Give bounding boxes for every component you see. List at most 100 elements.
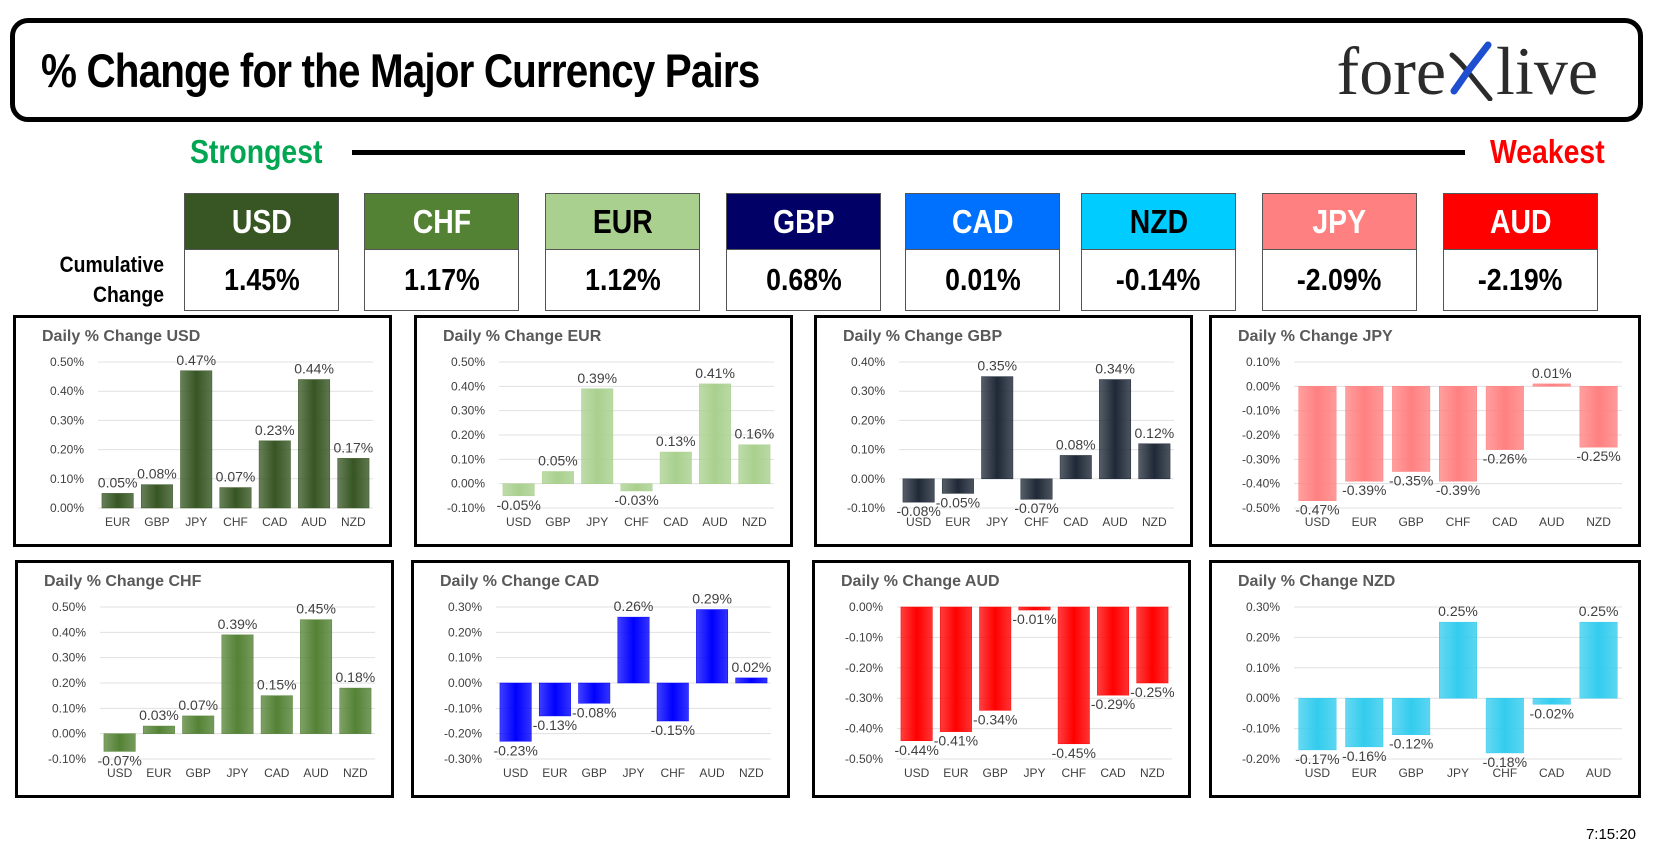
x-tick-label: USD [904, 766, 930, 780]
bar-usd [502, 483, 535, 497]
bar-aud [1579, 621, 1618, 699]
y-tick-label: 0.30% [451, 404, 485, 418]
chart-title: Daily % Change USD [42, 328, 201, 345]
x-tick-label: JPY [622, 766, 644, 780]
x-tick-label: GBP [1398, 515, 1423, 529]
currency-tile-name: CHF [365, 194, 518, 250]
bar-nzd [339, 687, 372, 734]
x-tick-label: GBP [1398, 766, 1423, 780]
currency-code: EUR [592, 202, 653, 240]
strongest-label: Strongest [190, 133, 323, 170]
currency-tile-2: EUR 1.12% [545, 193, 700, 311]
bar-eur [939, 606, 972, 732]
data-label: -0.39% [1436, 482, 1480, 498]
bar-chf [656, 682, 689, 722]
currency-code: GBP [772, 202, 835, 240]
x-tick-label: AUD [1539, 515, 1565, 529]
y-tick-label: 0.20% [451, 428, 485, 442]
strength-scale-line [352, 150, 1465, 155]
currency-tile-4: CAD 0.01% [905, 193, 1060, 311]
currency-code: CAD [951, 202, 1014, 240]
x-tick-label: NZD [341, 515, 366, 529]
chart-title: Daily % Change CAD [440, 573, 600, 590]
bar-chf [1020, 478, 1053, 500]
data-label: 0.07% [178, 697, 218, 713]
x-tick-label: CAD [262, 515, 288, 529]
cumulative-value-text: -0.14% [1116, 262, 1201, 297]
y-tick-label: -0.10% [845, 630, 883, 644]
y-tick-label: -0.40% [845, 722, 883, 736]
chart-plot: -0.50% -0.40% -0.30% -0.20% -0.10% 0.00% -0.44… [845, 600, 1175, 780]
x-tick-label: AUD [303, 766, 329, 780]
data-label: 0.02% [732, 659, 772, 675]
data-label: -0.05% [496, 497, 540, 513]
currency-tile-3: GBP 0.68% [726, 193, 881, 311]
data-label: -0.41% [934, 733, 978, 749]
data-label: -0.16% [1342, 748, 1386, 764]
y-tick-label: 0.40% [52, 625, 86, 639]
y-tick-label: -0.20% [845, 661, 883, 675]
cumulative-value-text: 0.01% [944, 262, 1021, 297]
daily-change-chart-2: Daily % Change GBP -0.10% 0.00% 0.10% 0.20% 0… [814, 315, 1193, 547]
bar-cad [1532, 697, 1571, 705]
x-tick-label: USD [1305, 766, 1331, 780]
currency-tile-name: NZD [1082, 194, 1235, 250]
cumulative-value-text: 1.17% [403, 262, 480, 297]
chart-plot: -0.30% -0.20% -0.10% 0.00% 0.10% 0.20% 0.30% -0… [444, 591, 772, 780]
currency-tile-name: CAD [906, 194, 1059, 250]
data-label: -0.25% [1576, 448, 1620, 464]
bar-jpy [221, 634, 254, 734]
bar-aud [699, 383, 732, 484]
data-label: -0.05% [936, 494, 980, 510]
x-tick-label: NZD [1140, 766, 1165, 780]
x-tick-label: EUR [105, 515, 131, 529]
bar-jpy [1439, 621, 1477, 699]
x-tick-label: JPY [586, 515, 608, 529]
bar-usd [902, 478, 935, 503]
x-tick-label: JPY [1447, 766, 1469, 780]
x-tick-label: USD [107, 766, 133, 780]
bar-jpy [581, 388, 614, 484]
bar-chf [219, 487, 252, 509]
y-tick-label: 0.20% [1246, 630, 1280, 644]
x-tick-label: AUD [1102, 515, 1128, 529]
bar-cad [258, 440, 291, 509]
bar-usd [103, 733, 136, 752]
currency-code: USD [231, 202, 292, 240]
data-label: -0.44% [894, 742, 938, 758]
data-label: 0.26% [614, 598, 654, 614]
chart-plot: -0.10% 0.00% 0.10% 0.20% 0.30% 0.40% -0.08%USD… [847, 355, 1174, 529]
x-tick-label: USD [1305, 515, 1331, 529]
logo-x-icon [1449, 41, 1493, 101]
cumulative-value: -2.09% [1263, 250, 1416, 310]
bar-nzd [1138, 443, 1171, 480]
bar-eur [1345, 386, 1384, 482]
currency-code: NZD [1129, 202, 1188, 240]
daily-change-chart-1: Daily % Change EUR -0.10% 0.00% 0.10% 0.20% 0… [414, 315, 793, 547]
bar-aud [696, 609, 729, 684]
y-tick-label: 0.20% [50, 443, 84, 457]
data-label: 0.17% [334, 439, 374, 455]
x-tick-label: CHF [223, 515, 248, 529]
bar-nzd [337, 458, 370, 509]
bar-usd [499, 682, 532, 742]
bar-eur [941, 478, 974, 494]
forexlive-logo: fore live [1337, 31, 1598, 111]
chart-plot: -0.10% 0.00% 0.10% 0.20% 0.30% 0.40% 0.50% -0.0… [48, 600, 375, 780]
x-tick-label: USD [503, 766, 529, 780]
x-tick-label: EUR [146, 766, 172, 780]
bar-nzd [1579, 386, 1618, 448]
data-label: -0.12% [1389, 736, 1433, 752]
y-tick-label: 0.40% [851, 355, 885, 369]
bar-jpy [617, 616, 650, 684]
x-tick-label: CHF [624, 515, 649, 529]
y-tick-label: -0.30% [444, 752, 482, 766]
currency-code: JPY [1312, 202, 1367, 240]
y-tick-label: -0.10% [444, 701, 482, 715]
data-label: -0.17% [1295, 751, 1339, 767]
x-tick-label: NZD [739, 766, 764, 780]
data-label: -0.18% [1483, 754, 1527, 770]
data-label: 0.25% [1438, 603, 1478, 619]
bar-gbp [1392, 697, 1431, 735]
chart-title: Daily % Change NZD [1238, 573, 1396, 590]
